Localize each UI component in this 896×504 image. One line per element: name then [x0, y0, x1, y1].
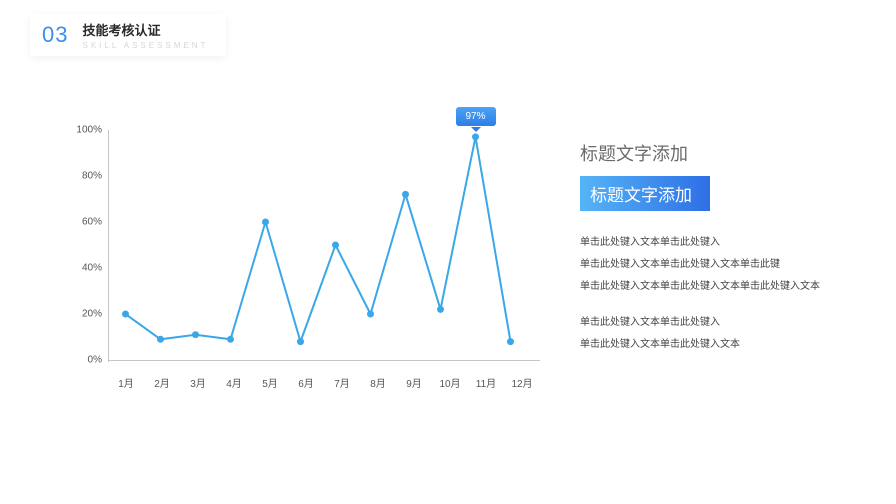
x-tick-label: 11月	[468, 375, 504, 390]
subtitle-plain: 标题文字添加	[580, 140, 860, 166]
chart-marker	[507, 338, 514, 345]
section-title-en: SKILL ASSESSMENT	[82, 41, 208, 50]
chart-marker	[192, 331, 199, 338]
x-tick-label: 3月	[180, 375, 216, 390]
body-text: 单击此处键入文本单击此处键入文本	[580, 335, 860, 354]
x-tick-label: 5月	[252, 375, 288, 390]
chart-marker	[262, 219, 269, 226]
x-tick-label: 1月	[108, 375, 144, 390]
chart-marker	[402, 191, 409, 198]
section-number: 03	[42, 22, 68, 48]
body-text: 单击此处键入文本单击此处键入文本单击此处键入文本	[580, 277, 860, 296]
line-chart: 0%20%40%60%80%100% 1月2月3月4月5月6月7月8月9月10月…	[60, 130, 540, 410]
paragraph-group-b: 单击此处键入文本单击此处键入单击此处键入文本单击此处键入文本	[580, 313, 860, 354]
chart-line	[126, 137, 511, 342]
y-tick-label: 100%	[76, 125, 102, 136]
paragraph-group-a: 单击此处键入文本单击此处键入单击此处键入文本单击此处键入文本单击此键单击此处键入…	[580, 233, 860, 296]
header-titles: 技能考核认证 SKILL ASSESSMENT	[82, 20, 208, 50]
body-text: 单击此处键入文本单击此处键入	[580, 313, 860, 332]
x-tick-label: 12月	[504, 375, 540, 390]
x-tick-label: 9月	[396, 375, 432, 390]
y-tick-label: 80%	[82, 171, 102, 182]
chart-marker	[227, 336, 234, 343]
chart-plot	[108, 130, 528, 364]
chart-marker	[122, 311, 129, 318]
y-axis-labels: 0%20%40%60%80%100%	[60, 130, 108, 360]
y-tick-label: 0%	[88, 355, 102, 366]
body-text: 单击此处键入文本单击此处键入	[580, 233, 860, 252]
body-text: 单击此处键入文本单击此处键入文本单击此键	[580, 255, 860, 274]
chart-marker	[332, 242, 339, 249]
y-tick-label: 60%	[82, 217, 102, 228]
x-tick-label: 8月	[360, 375, 396, 390]
chart-marker	[367, 311, 374, 318]
chart-marker	[472, 133, 479, 140]
x-tick-label: 2月	[144, 375, 180, 390]
y-tick-label: 40%	[82, 263, 102, 274]
text-panel: 标题文字添加 标题文字添加 单击此处键入文本单击此处键入单击此处键入文本单击此处…	[580, 140, 860, 357]
x-axis-labels: 1月2月3月4月5月6月7月8月9月10月11月12月	[108, 375, 540, 390]
chart-marker	[297, 338, 304, 345]
section-title-cn: 技能考核认证	[82, 20, 208, 39]
x-tick-label: 6月	[288, 375, 324, 390]
paragraph-gap	[580, 299, 860, 313]
x-tick-label: 4月	[216, 375, 252, 390]
x-tick-label: 7月	[324, 375, 360, 390]
x-tick-label: 10月	[432, 375, 468, 390]
data-callout: 97%	[456, 107, 496, 126]
y-tick-label: 20%	[82, 309, 102, 320]
chart-marker	[437, 306, 444, 313]
chart-marker	[157, 336, 164, 343]
header-card: 03 技能考核认证 SKILL ASSESSMENT	[30, 14, 226, 56]
subtitle-highlight: 标题文字添加	[580, 176, 710, 211]
